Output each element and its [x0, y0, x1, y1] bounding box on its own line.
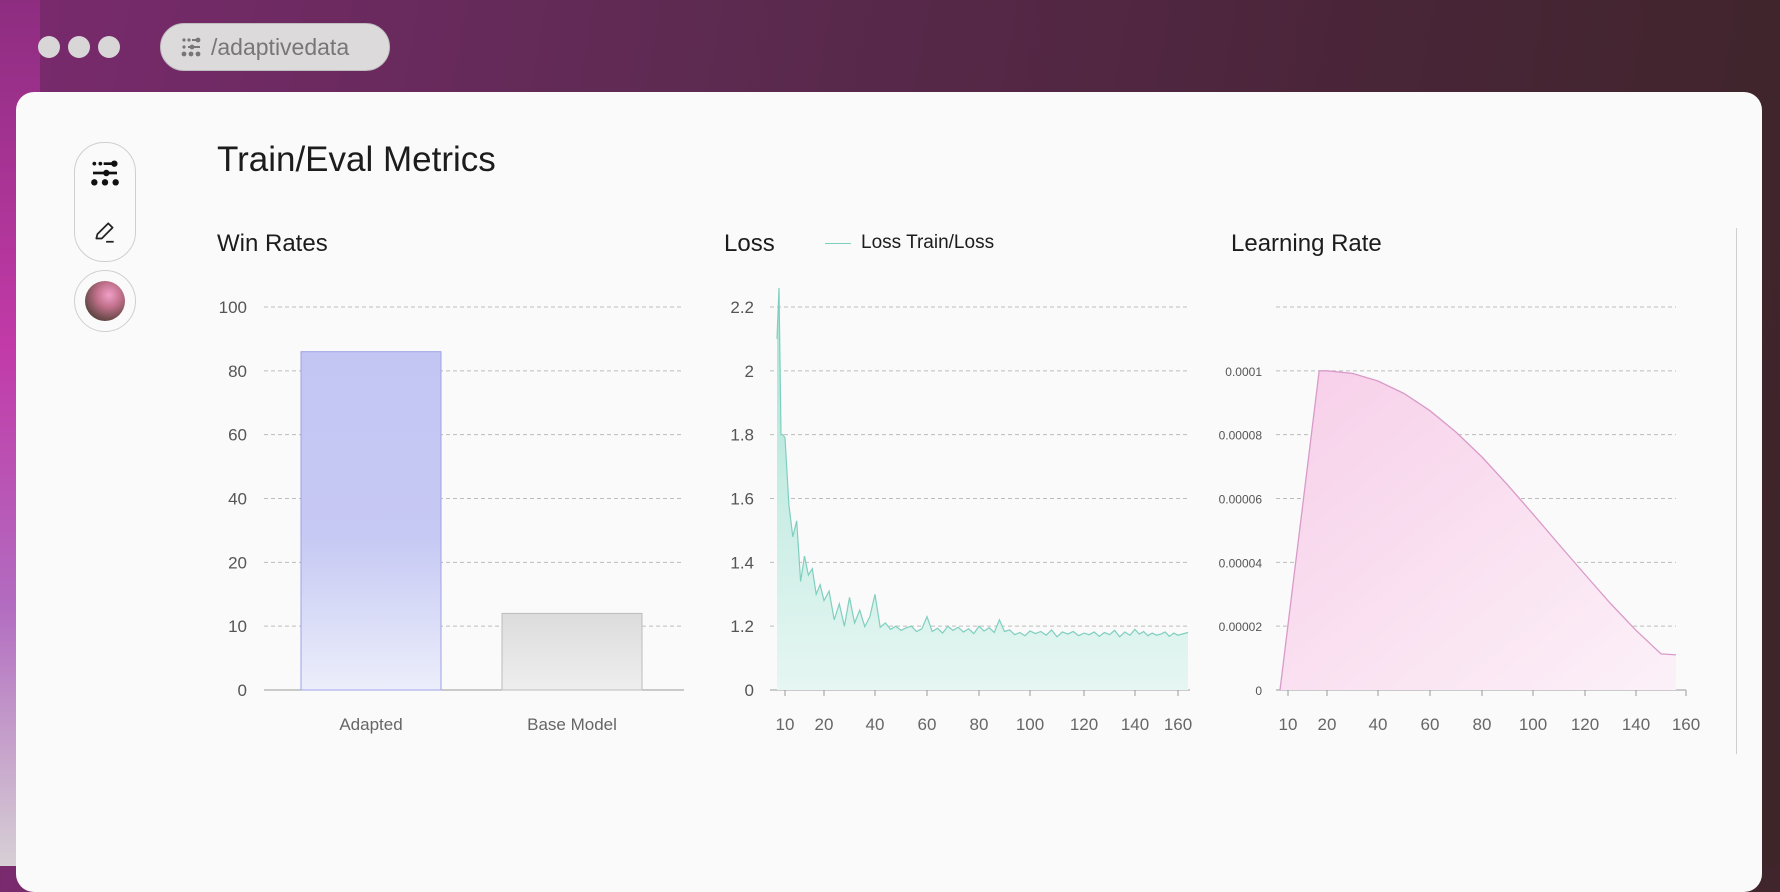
x-tick-label: 10	[1279, 715, 1298, 734]
y-tick-label: 0	[745, 681, 754, 700]
y-tick-label: 10	[228, 617, 247, 636]
y-tick-label: 0.00002	[1219, 620, 1263, 634]
sidebar-rail	[74, 142, 136, 262]
y-tick-label: 40	[228, 490, 247, 509]
x-tick-label: Adapted	[339, 715, 402, 734]
y-tick-label: 0.00004	[1219, 556, 1263, 570]
x-tick-label: 140	[1622, 715, 1650, 734]
window-control-dot[interactable]	[98, 36, 120, 58]
avatar-button[interactable]	[74, 270, 136, 332]
loss-title: Loss	[724, 230, 775, 257]
x-tick-label: 80	[1473, 715, 1492, 734]
y-tick-label: 60	[228, 426, 247, 445]
avatar	[85, 281, 125, 321]
x-tick-label: 20	[1318, 715, 1337, 734]
x-tick-label: 100	[1016, 715, 1044, 734]
loss-area	[777, 287, 1188, 690]
x-tick-label: 40	[866, 715, 885, 734]
legend-label: Loss Train/Loss	[861, 232, 995, 253]
edit-pen-icon[interactable]	[92, 219, 118, 245]
x-tick-label: 20	[815, 715, 834, 734]
y-tick-label: 1.2	[730, 617, 754, 636]
lr-area	[1280, 370, 1676, 690]
x-tick-label: 40	[1369, 715, 1388, 734]
x-tick-label: 120	[1070, 715, 1098, 734]
y-tick-label: 2.2	[730, 298, 754, 317]
x-tick-label: Base Model	[527, 715, 617, 734]
window-control-dot[interactable]	[68, 36, 90, 58]
y-tick-label: 0.0001	[1225, 365, 1262, 379]
y-tick-label: 1.6	[730, 490, 754, 509]
bar	[501, 612, 643, 691]
x-tick-label: 120	[1571, 715, 1599, 734]
loss-legend[interactable]: Loss Train/Loss	[825, 232, 994, 254]
window-controls	[38, 36, 120, 58]
y-tick-label: 1.8	[730, 426, 754, 445]
window-control-dot[interactable]	[38, 36, 60, 58]
y-tick-label: 2	[745, 362, 754, 381]
x-tick-label: 160	[1164, 715, 1192, 734]
bar	[300, 351, 442, 691]
y-tick-label: 1.4	[730, 553, 754, 572]
x-tick-label: 140	[1121, 715, 1149, 734]
win-rates-title: Win Rates	[217, 230, 328, 257]
x-tick-label: 10	[776, 715, 795, 734]
legend-swatch	[825, 242, 851, 244]
y-tick-label: 100	[219, 298, 247, 317]
url-bar[interactable]: /adaptivedata	[160, 23, 390, 71]
sliders-icon[interactable]	[89, 157, 121, 189]
page-title: Train/Eval Metrics	[217, 140, 496, 179]
y-tick-label: 0	[1255, 684, 1262, 698]
x-tick-label: 60	[1421, 715, 1440, 734]
url-text: /adaptivedata	[211, 33, 350, 60]
learning-rate-title: Learning Rate	[1231, 230, 1382, 257]
x-tick-label: 160	[1672, 715, 1700, 734]
y-tick-label: 80	[228, 362, 247, 381]
y-tick-label: 20	[228, 553, 247, 572]
x-tick-label: 60	[918, 715, 937, 734]
sliders-icon	[181, 37, 201, 57]
x-tick-label: 80	[970, 715, 989, 734]
loss-line	[776, 287, 1189, 638]
y-tick-label: 0	[238, 681, 247, 700]
x-tick-label: 100	[1519, 715, 1547, 734]
y-tick-label: 0.00008	[1219, 429, 1263, 443]
y-tick-label: 0.00006	[1219, 493, 1263, 507]
lr-line	[1279, 370, 1677, 691]
panel-divider	[1736, 228, 1737, 754]
